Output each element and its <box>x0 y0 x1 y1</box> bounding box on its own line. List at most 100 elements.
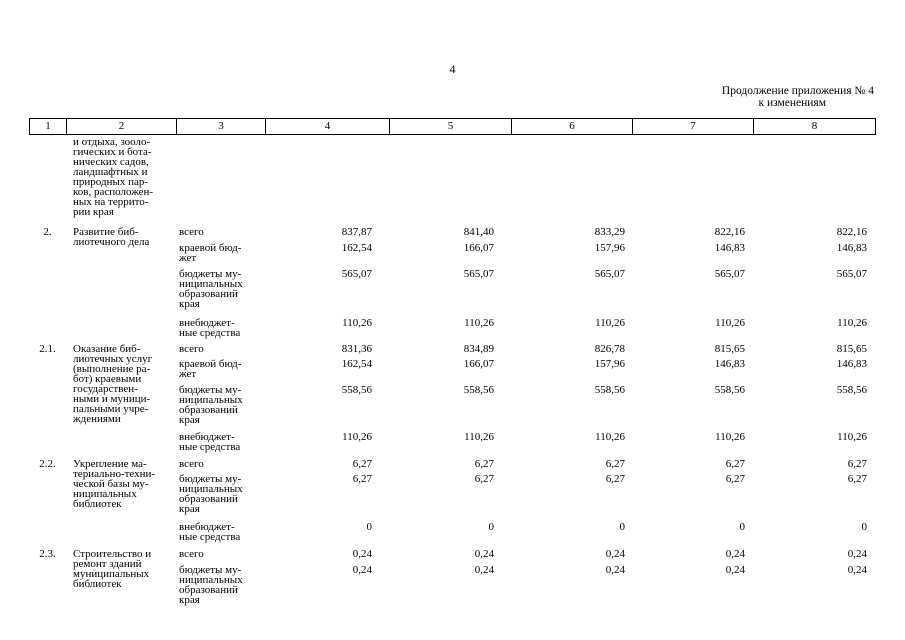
header-cell: 5 <box>390 119 512 134</box>
value-cell: 0,24 <box>352 548 372 560</box>
value-cell: 0 <box>619 521 626 533</box>
header-cell: 8 <box>811 120 818 132</box>
value-cell: 558,56 <box>463 384 494 396</box>
sub-label: бюджеты му- ниципальных образований края <box>179 564 243 606</box>
value-cell: 841,40 <box>463 226 494 238</box>
table-header-row: 1 2 3 4 5 6 7 8 <box>29 118 876 135</box>
header-cell: 2 <box>67 119 177 134</box>
row-number: 2.3. <box>39 548 56 560</box>
value-cell: 166,07 <box>463 358 494 370</box>
row-name: Укрепление ма- териально-техни- ческой б… <box>73 458 156 510</box>
value-cell: 0,24 <box>847 548 867 560</box>
value-cell: 558,56 <box>594 384 625 396</box>
appendix-note: Продолжение приложения № 4 к изменениям <box>722 85 874 109</box>
sub-label: всего <box>179 548 204 560</box>
value-cell: 6,27 <box>474 458 494 470</box>
value-cell: 6,27 <box>605 473 625 485</box>
value-cell: 0,24 <box>605 548 625 560</box>
value-cell: 0,24 <box>847 564 867 576</box>
value-cell: 6,27 <box>352 458 372 470</box>
value-cell: 822,16 <box>714 226 745 238</box>
value-cell: 0,24 <box>474 564 494 576</box>
value-cell: 146,83 <box>714 358 745 370</box>
value-cell: 6,27 <box>474 473 494 485</box>
value-cell: 565,07 <box>341 268 372 280</box>
value-cell: 110,26 <box>342 431 372 443</box>
sub-label: внебюджет- ные средства <box>179 521 241 543</box>
sub-label: внебюджет- ные средства <box>179 317 241 339</box>
value-cell: 0,24 <box>474 548 494 560</box>
value-cell: 146,83 <box>714 242 745 254</box>
appendix-note-line1: Продолжение приложения № 4 <box>721 85 874 97</box>
sub-label: бюджеты му- ниципальных образований края <box>179 473 243 515</box>
value-cell: 0,24 <box>352 564 372 576</box>
value-cell: 822,16 <box>836 226 867 238</box>
value-cell: 110,26 <box>837 317 867 329</box>
value-cell: 6,27 <box>605 458 625 470</box>
page-number: 4 <box>449 62 456 76</box>
appendix-note-line2: к изменениям <box>758 97 826 109</box>
value-cell: 157,96 <box>594 358 625 370</box>
value-cell: 110,26 <box>342 317 372 329</box>
value-cell: 826,78 <box>594 343 625 355</box>
sub-label: краевой бюд- жет <box>179 358 242 380</box>
value-cell: 815,65 <box>836 343 867 355</box>
header-cell: 6 <box>512 119 633 134</box>
value-cell: 558,56 <box>714 384 745 396</box>
sub-label: краевой бюд- жет <box>179 242 242 264</box>
row-number: 2.2. <box>39 458 56 470</box>
header-cell: 4 <box>266 119 390 134</box>
value-cell: 0 <box>739 521 746 533</box>
value-cell: 166,07 <box>463 242 494 254</box>
value-cell: 6,27 <box>725 473 745 485</box>
value-cell: 815,65 <box>714 343 745 355</box>
value-cell: 0 <box>488 521 495 533</box>
value-cell: 833,29 <box>594 226 625 238</box>
value-cell: 0,24 <box>605 564 625 576</box>
value-cell: 6,27 <box>352 473 372 485</box>
value-cell: 110,26 <box>595 317 625 329</box>
value-cell: 6,27 <box>847 458 867 470</box>
row-name: Строительство и ремонт зданий муниципаль… <box>73 548 152 590</box>
value-cell: 110,26 <box>464 431 494 443</box>
value-cell: 162,54 <box>341 358 372 370</box>
value-cell: 6,27 <box>847 473 867 485</box>
value-cell: 565,07 <box>714 268 745 280</box>
sub-label: бюджеты му- ниципальных образований края <box>179 384 243 426</box>
value-cell: 565,07 <box>463 268 494 280</box>
sub-label: всего <box>179 226 204 238</box>
value-cell: 834,89 <box>463 343 494 355</box>
value-cell: 0 <box>366 521 373 533</box>
row-name: Развитие биб- лиотечного дела <box>73 226 150 248</box>
row-number: 2. <box>43 226 52 238</box>
value-cell: 0 <box>861 521 868 533</box>
value-cell: 837,87 <box>341 226 372 238</box>
value-cell: 0,24 <box>725 564 745 576</box>
sub-label: бюджеты му- ниципальных образований края <box>179 268 243 310</box>
value-cell: 146,83 <box>836 358 867 370</box>
sub-label: всего <box>179 343 204 355</box>
value-cell: 146,83 <box>836 242 867 254</box>
sub-label: всего <box>179 458 204 470</box>
value-cell: 110,26 <box>715 317 745 329</box>
value-cell: 565,07 <box>594 268 625 280</box>
header-cell: 1 <box>30 119 67 134</box>
value-cell: 831,36 <box>341 343 372 355</box>
continuation-text: и отдыха, зооло- гических и бота- ническ… <box>73 136 154 218</box>
value-cell: 6,27 <box>725 458 745 470</box>
value-cell: 110,26 <box>837 431 867 443</box>
header-cell: 3 <box>177 119 266 134</box>
sub-label: внебюджет- ные средства <box>179 431 241 453</box>
row-name: Оказание биб- лиотечных услуг (выполнени… <box>73 343 153 425</box>
value-cell: 110,26 <box>715 431 745 443</box>
value-cell: 110,26 <box>595 431 625 443</box>
value-cell: 157,96 <box>594 242 625 254</box>
value-cell: 558,56 <box>341 384 372 396</box>
row-number: 2.1. <box>39 343 56 355</box>
value-cell: 565,07 <box>836 268 867 280</box>
header-cell: 7 <box>633 119 754 134</box>
value-cell: 0,24 <box>725 548 745 560</box>
value-cell: 110,26 <box>464 317 494 329</box>
value-cell: 558,56 <box>836 384 867 396</box>
value-cell: 162,54 <box>341 242 372 254</box>
